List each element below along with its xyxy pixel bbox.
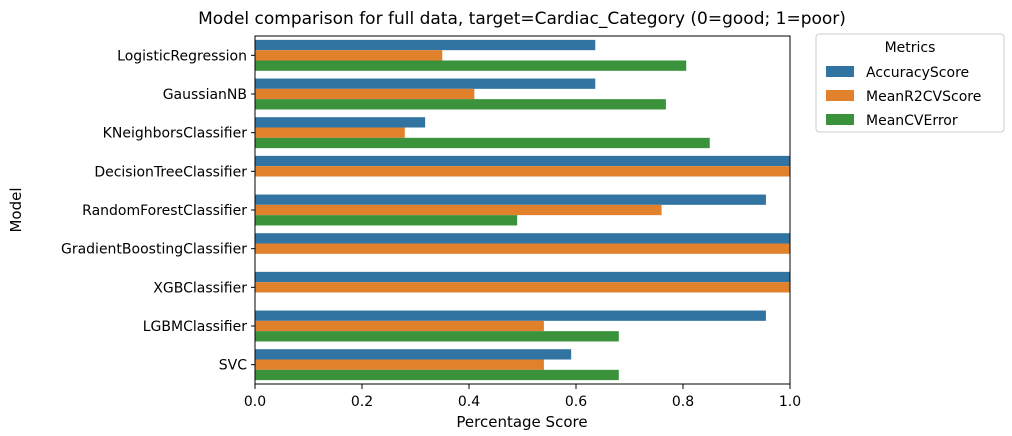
bar-AccuracyScore-GaussianNB — [255, 78, 596, 89]
bars-group — [255, 39, 790, 381]
bar-MeanR2CVScore-GaussianNB — [255, 88, 475, 100]
bar-MeanR2CVScore-KNeighborsClassifier — [255, 127, 405, 138]
bar-MeanR2CVScore-RandomForestClassifier — [255, 204, 662, 216]
bar-MeanCVError-GaussianNB — [255, 99, 666, 110]
bar-AccuracyScore-RandomForestClassifier — [255, 194, 766, 205]
x-tick-label: 0.8 — [672, 394, 694, 410]
legend-label: MeanR2CVScore — [866, 89, 981, 105]
bar-MeanCVError-RandomForestClassifier — [255, 215, 518, 226]
x-tick-label: 0.0 — [244, 394, 266, 410]
legend-frame — [815, 33, 1005, 133]
legend-items: AccuracyScore MeanR2CVScore MeanCVError — [826, 65, 981, 129]
bar-MeanR2CVScore-SVC — [255, 359, 544, 370]
bar-MeanR2CVScore-DecisionTreeClassifier — [255, 166, 790, 177]
legend-swatch — [826, 66, 854, 77]
y-tick-label: GaussianNB — [163, 87, 247, 103]
y-axis: LogisticRegression GaussianNB KNeighborsCl… — [61, 48, 255, 374]
x-axis-label: Percentage Score — [456, 413, 587, 431]
y-tick-label: SVC — [219, 358, 247, 374]
y-tick-label: LogisticRegression — [117, 48, 247, 64]
bar-MeanCVError-SVC — [255, 369, 619, 381]
y-axis-label: Model — [7, 187, 25, 232]
bar-AccuracyScore-DecisionTreeClassifier — [255, 155, 790, 167]
chart-title: Model comparison for full data, target=C… — [198, 9, 846, 29]
bar-MeanR2CVScore-LogisticRegression — [255, 50, 443, 61]
legend: Metrics AccuracyScore MeanR2CVScore MeanCV… — [815, 33, 1005, 133]
legend-label: AccuracyScore — [866, 65, 969, 81]
y-tick-label: LGBMClassifier — [143, 319, 247, 335]
y-tick-label: RandomForestClassifier — [82, 203, 247, 219]
bar-MeanCVError-KNeighborsClassifier — [255, 137, 710, 149]
legend-title: Metrics — [885, 40, 936, 56]
bar-AccuracyScore-LogisticRegression — [255, 39, 596, 51]
y-tick-label: DecisionTreeClassifier — [94, 164, 247, 180]
x-tick-label: 0.6 — [565, 394, 587, 410]
bar-MeanCVError-LogisticRegression — [255, 60, 687, 71]
y-tick-label: GradientBoostingClassifier — [61, 242, 247, 258]
legend-swatch — [826, 114, 854, 125]
bar-MeanR2CVScore-LGBMClassifier — [255, 320, 544, 332]
x-tick-label: 0.2 — [351, 394, 373, 410]
x-tick-label: 0.4 — [458, 394, 480, 410]
bar-MeanR2CVScore-XGBClassifier — [255, 282, 790, 293]
legend-swatch — [826, 90, 854, 101]
bar-MeanCVError-LGBMClassifier — [255, 331, 619, 342]
bar-AccuracyScore-GradientBoostingClassifier — [255, 233, 790, 244]
x-axis: 0.0 0.2 0.4 0.6 0.8 1.0 — [244, 384, 801, 410]
y-tick-label: KNeighborsClassifier — [103, 126, 248, 142]
x-tick-label: 1.0 — [779, 394, 801, 410]
legend-label: MeanCVError — [866, 113, 958, 129]
bar-AccuracyScore-LGBMClassifier — [255, 310, 766, 321]
bar-AccuracyScore-XGBClassifier — [255, 271, 790, 283]
y-tick-label: XGBClassifier — [153, 280, 247, 296]
bar-AccuracyScore-SVC — [255, 349, 572, 360]
bar-MeanR2CVScore-GradientBoostingClassifier — [255, 243, 790, 254]
bar-AccuracyScore-KNeighborsClassifier — [255, 117, 426, 128]
